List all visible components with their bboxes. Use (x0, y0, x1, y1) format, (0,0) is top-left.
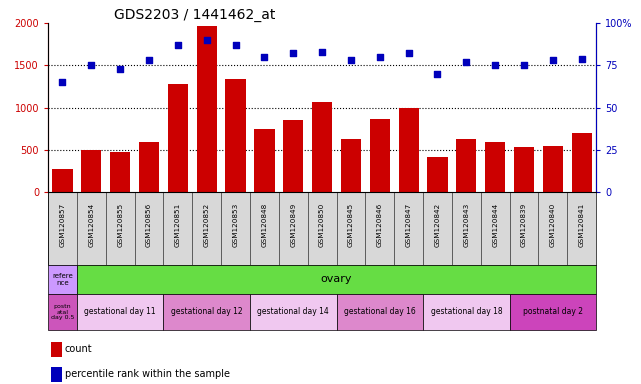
Point (547, 57, 558, 63)
Bar (51, 342, 62, 356)
Bar (312, 103, 332, 192)
Point (288, 50, 298, 56)
Bar (250, 294, 337, 330)
Point (230, 42, 240, 48)
Point (58, 79, 67, 85)
Text: count: count (65, 344, 92, 354)
Bar (514, 147, 534, 192)
Text: GSM120843: GSM120843 (463, 203, 469, 247)
Bar (341, 139, 361, 192)
Text: gestational day 18: gestational day 18 (431, 308, 502, 316)
Point (201, 37, 212, 43)
Bar (428, 157, 447, 192)
Bar (283, 120, 303, 192)
Bar (53, 169, 72, 192)
Text: gestational day 16: gestational day 16 (344, 308, 415, 316)
Text: GSM120851: GSM120851 (175, 203, 181, 247)
Point (259, 54, 269, 60)
Bar (168, 84, 188, 192)
Text: percentile rank within the sample: percentile rank within the sample (65, 369, 229, 379)
Point (317, 49, 327, 55)
Point (519, 62, 529, 68)
Text: GSM120839: GSM120839 (521, 203, 527, 247)
Text: GSM120849: GSM120849 (290, 203, 296, 247)
Bar (139, 142, 159, 192)
Bar (197, 26, 217, 192)
Bar (110, 152, 130, 192)
Text: ovary: ovary (320, 274, 353, 285)
Text: GSM120855: GSM120855 (117, 203, 123, 247)
Point (172, 42, 183, 48)
Point (86, 62, 96, 68)
Text: GSM120842: GSM120842 (435, 203, 440, 247)
Text: GSM120853: GSM120853 (233, 203, 238, 247)
Text: GSM120854: GSM120854 (88, 203, 94, 247)
Text: GDS2203 / 1441462_at: GDS2203 / 1441462_at (114, 8, 275, 22)
Text: GSM120850: GSM120850 (319, 203, 325, 247)
Point (345, 57, 356, 63)
Bar (51, 366, 62, 382)
Text: GSM120840: GSM120840 (550, 203, 556, 247)
Bar (337, 294, 423, 330)
Bar (543, 146, 563, 192)
Text: GSM120848: GSM120848 (262, 203, 267, 247)
Bar (48, 294, 77, 330)
Text: gestational day 14: gestational day 14 (258, 308, 329, 316)
Text: gestational day 11: gestational day 11 (85, 308, 156, 316)
Text: GSM120844: GSM120844 (492, 203, 498, 247)
Text: GSM120846: GSM120846 (377, 203, 383, 247)
Point (576, 55, 587, 61)
Bar (399, 108, 419, 192)
Point (461, 59, 471, 65)
Text: GSM120857: GSM120857 (60, 203, 65, 247)
Bar (423, 294, 510, 330)
Text: gestational day 12: gestational day 12 (171, 308, 242, 316)
Text: GSM120847: GSM120847 (406, 203, 412, 247)
Bar (163, 294, 250, 330)
Point (404, 50, 414, 56)
Bar (370, 119, 390, 192)
Point (144, 57, 154, 63)
Text: GSM120852: GSM120852 (204, 203, 210, 247)
Text: GSM120841: GSM120841 (579, 203, 585, 247)
Text: postn
atal
day 0.5: postn atal day 0.5 (51, 304, 74, 320)
Point (490, 62, 500, 68)
Text: GSM120856: GSM120856 (146, 203, 152, 247)
Text: refere
nce: refere nce (52, 273, 73, 286)
Bar (485, 142, 505, 192)
Point (432, 71, 442, 77)
Bar (226, 79, 246, 192)
Bar (254, 129, 274, 192)
Bar (77, 294, 163, 330)
Bar (48, 265, 77, 294)
Bar (81, 150, 101, 192)
Bar (510, 294, 596, 330)
Point (374, 54, 385, 60)
Point (115, 66, 125, 72)
Bar (456, 139, 476, 192)
Text: GSM120845: GSM120845 (348, 203, 354, 247)
Bar (572, 133, 592, 192)
Text: postnatal day 2: postnatal day 2 (523, 308, 583, 316)
